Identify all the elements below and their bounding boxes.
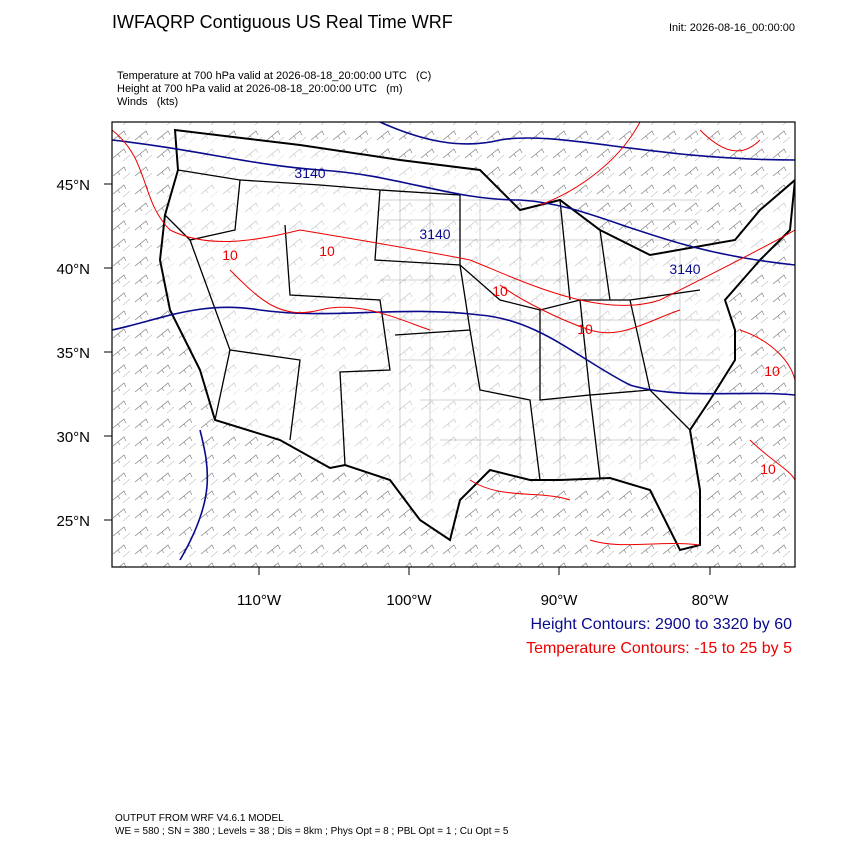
height-contour-label: 3140	[419, 226, 450, 242]
contour-labels: 3140 3140 3140 10 10 10 10 10 10	[222, 165, 780, 477]
lat-label: 40°N	[56, 261, 90, 278]
temperature-contour-label: 10	[319, 243, 335, 259]
temperature-contour-label: 10	[760, 461, 776, 477]
map: 3140 3140 3140 10 10 10 10 10 10	[112, 122, 795, 567]
temperature-contour-label: 10	[222, 247, 238, 263]
state-borders	[164, 169, 701, 481]
lat-label: 45°N	[56, 177, 90, 194]
temperature-contour-label: 10	[764, 363, 780, 379]
lat-label: 35°N	[56, 345, 90, 362]
lon-label: 80°W	[692, 592, 730, 609]
lon-label: 100°W	[386, 592, 432, 609]
lat-label: 30°N	[56, 429, 90, 446]
subtitle-line: Temperature at 700 hPa valid at 2026-08-…	[117, 70, 431, 82]
title: IWFAQRP Contiguous US Real Time WRF	[112, 12, 453, 32]
county-borders	[380, 180, 720, 500]
us-outline	[158, 128, 795, 552]
lon-label: 110°W	[237, 592, 282, 609]
height-contours	[112, 122, 795, 561]
map-frame	[111, 121, 796, 568]
temperature-legend: Temperature Contours: -15 to 25 by 5	[526, 640, 792, 657]
temperature-contour-label: 10	[577, 321, 593, 337]
footer-line: OUTPUT FROM WRF V4.6.1 MODEL	[115, 813, 284, 824]
lat-label: 25°N	[56, 513, 90, 530]
init-time: Init: 2026-08-16_00:00:00	[669, 22, 795, 34]
footer-line: WE = 580 ; SN = 380 ; Levels = 38 ; Dis …	[115, 826, 509, 837]
temperature-contour-label: 10	[492, 283, 508, 299]
axes: 45°N 40°N 35°N 30°N 25°N 110°W 100°W 90°W 80°W	[56, 177, 729, 609]
lon-label: 90°W	[541, 592, 579, 609]
height-contour-label: 3140	[669, 261, 700, 277]
temperature-contours	[112, 122, 795, 546]
height-contour-label: 3140	[294, 165, 325, 181]
height-legend: Height Contours: 2900 to 3320 by 60	[530, 616, 792, 633]
subtitle-line: Winds (kts)	[117, 96, 178, 108]
subtitle-line: Height at 700 hPa valid at 2026-08-18_20…	[117, 83, 403, 95]
